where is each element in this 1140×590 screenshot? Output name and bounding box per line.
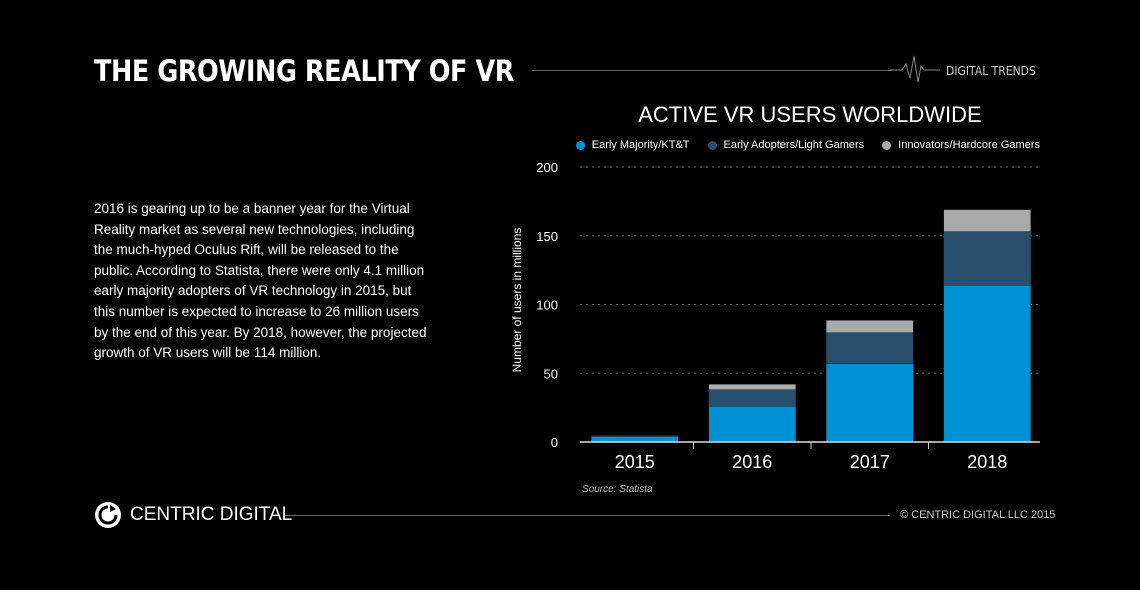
logo-icon — [95, 502, 121, 528]
bar-segment — [943, 285, 1031, 443]
x-tick-label: 2016 — [732, 452, 772, 472]
heartbeat-icon — [890, 55, 940, 83]
bar-segment — [826, 320, 914, 333]
legend-item: Early Majority/KT&T — [575, 139, 690, 151]
y-tick-label: 150 — [536, 229, 558, 244]
bar-segment — [708, 389, 796, 407]
y-tick-label: 200 — [536, 160, 558, 175]
logo-text: CENTRIC DIGITAL — [130, 504, 293, 525]
copyright: © CENTRIC DIGITAL LLC 2015 — [900, 509, 1056, 521]
intro-paragraph: 2016 is gearing up to be a banner year f… — [94, 201, 427, 361]
legend-swatch — [707, 140, 717, 150]
legend-swatch — [575, 140, 585, 150]
y-tick-label: 0 — [551, 435, 558, 450]
x-tick-label: 2017 — [850, 452, 890, 472]
legend-item: Early Adopters/Light Gamers — [707, 139, 865, 151]
chart-legend: Early Majority/KT&T Early Adopters/Light… — [575, 139, 1040, 151]
digital-trends-tag: DIGITAL TRENDS — [946, 64, 1036, 78]
y-tick-label: 100 — [536, 298, 558, 313]
chart-title: ACTIVE VR USERS WORLDWIDE — [638, 102, 982, 127]
chart-source: Source: Statista — [582, 484, 653, 495]
legend-label: Innovators/Hardcore Gamers — [898, 139, 1040, 151]
header-divider — [532, 70, 892, 71]
bar-segment — [708, 384, 796, 390]
bar-segment — [826, 332, 914, 364]
legend-label: Early Majority/KT&T — [591, 139, 690, 151]
legend-label: Early Adopters/Light Gamers — [723, 139, 865, 151]
centric-digital-logo: CENTRIC DIGITAL — [94, 501, 292, 529]
bar-segment — [591, 435, 679, 437]
y-tick-label: 50 — [544, 366, 558, 381]
x-tick-label: 2015 — [615, 452, 655, 472]
bar-segment — [826, 363, 914, 443]
legend-item: Innovators/Hardcore Gamers — [882, 139, 1040, 151]
page-title: THE GROWING REALITY OF VR — [94, 54, 514, 88]
bar-segment — [708, 406, 796, 443]
bar-segment — [591, 436, 679, 443]
footer-divider — [285, 515, 890, 516]
legend-swatch — [882, 140, 892, 150]
x-tick-label: 2018 — [967, 452, 1007, 472]
bar-segment — [943, 231, 1031, 286]
y-axis-label: Number of users in millions — [510, 228, 524, 373]
bar-segment — [943, 209, 1031, 232]
